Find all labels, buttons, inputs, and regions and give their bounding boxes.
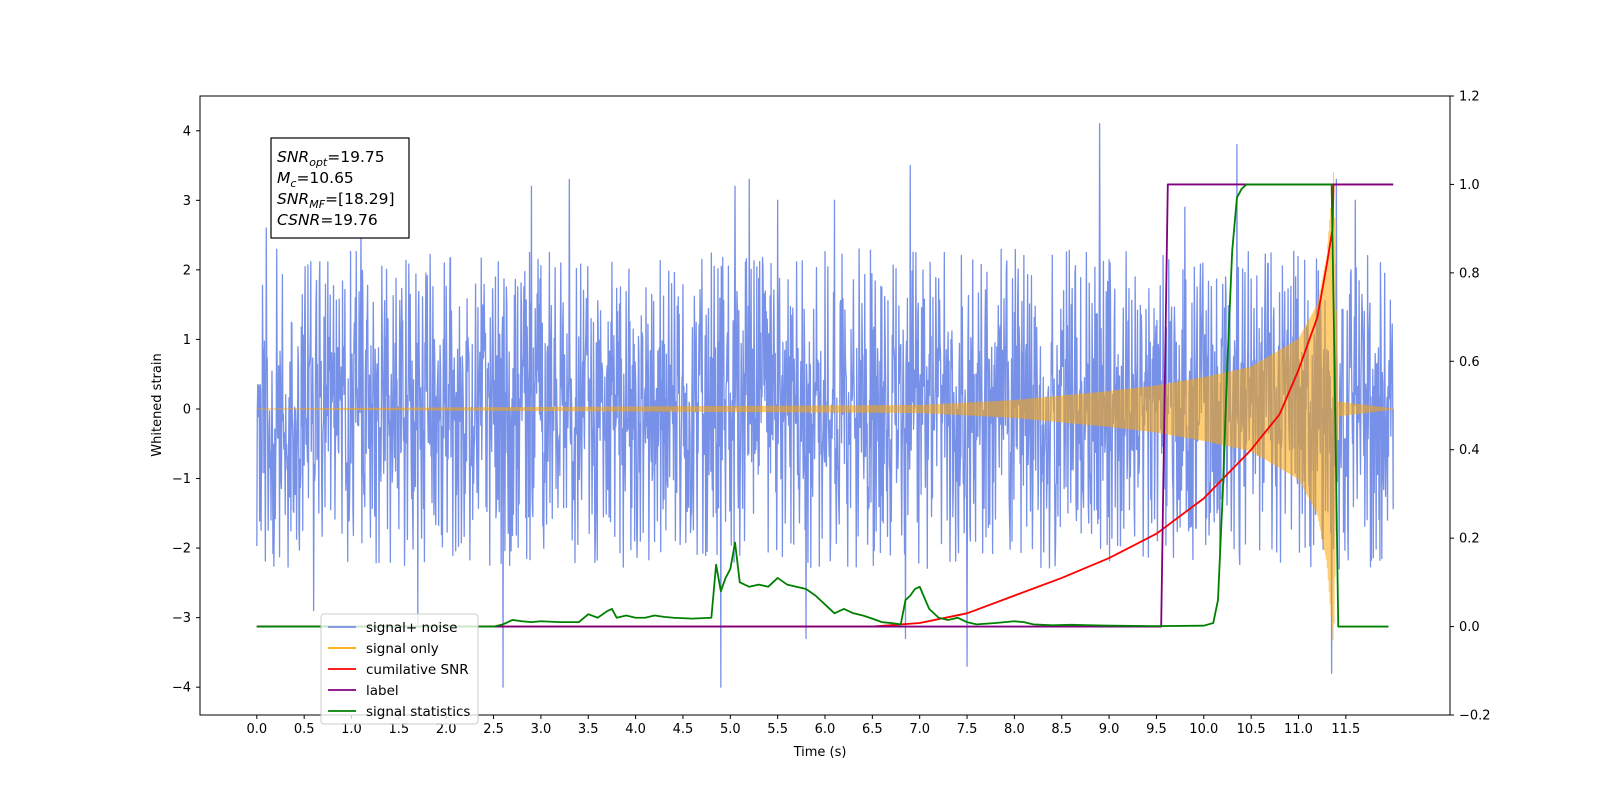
x-tick-label: 8.0 — [1004, 722, 1025, 737]
x-tick-label: 11.5 — [1331, 722, 1360, 737]
x-tick-label: 0.5 — [294, 722, 315, 737]
series-layer — [256, 123, 1394, 688]
x-tick-label: 1.0 — [341, 722, 362, 737]
y-right-tick-label: 0.6 — [1459, 355, 1480, 370]
x-tick-label: 1.5 — [389, 722, 410, 737]
x-tick-label: 3.0 — [531, 722, 552, 737]
annotation-line: Mc=10.65 — [277, 169, 354, 190]
x-tick-label: 9.0 — [1099, 722, 1120, 737]
x-tick-label: 10.5 — [1237, 722, 1266, 737]
y-tick-label: 4 — [183, 124, 191, 139]
x-tick-label: 7.5 — [957, 722, 978, 737]
y-right-tick-label: −0.2 — [1459, 709, 1491, 724]
x-tick-label: 8.5 — [1051, 722, 1072, 737]
legend-label: label — [366, 683, 399, 699]
y-tick-label: 3 — [183, 194, 191, 209]
legend-label: signal+ noise — [366, 620, 457, 636]
y-tick-label: 1 — [183, 333, 191, 348]
y-right-tick-label: 1.0 — [1459, 178, 1480, 193]
series-line-cumilative-snr — [256, 183, 1394, 628]
annotation-line: SNRMF=[18.29] — [277, 190, 395, 211]
x-tick-label: 5.0 — [720, 722, 741, 737]
y-axis-right: −0.2 0.0 0.2 0.4 0.6 0.8 1.0 1.2 — [1450, 90, 1491, 724]
y-right-tick-label: 0.0 — [1459, 620, 1480, 635]
x-tick-label: 5.5 — [767, 722, 788, 737]
x-tick-label: 2.0 — [436, 722, 457, 737]
y-right-tick-label: 0.4 — [1459, 443, 1480, 458]
x-tick-label: 0.0 — [246, 722, 267, 737]
x-tick-label: 11.0 — [1284, 722, 1313, 737]
y-right-tick-label: 0.8 — [1459, 266, 1480, 281]
y-tick-label: −1 — [172, 472, 191, 487]
legend-frame — [320, 613, 479, 725]
x-axis: 0.0 0.5 1.0 1.5 2.0 2.5 3.0 3.5 4.0 4.5 5.0 5.5 6.0 6… — [246, 715, 1360, 737]
x-tick-label: 6.0 — [815, 722, 836, 737]
y-tick-label: −3 — [172, 611, 191, 626]
y-right-tick-label: 0.2 — [1459, 532, 1480, 547]
annotation-line: SNRopt=19.75 — [277, 148, 385, 169]
y-axis-left: −4 −3 −2 −1 0 1 2 3 4 — [172, 124, 200, 696]
y-tick-label: 2 — [183, 263, 191, 278]
y-tick-label: −2 — [172, 542, 191, 557]
x-axis-label: Time (s) — [793, 745, 847, 760]
annotation-line: CSNR=19.76 — [277, 211, 378, 229]
y-tick-label: −4 — [172, 681, 191, 696]
y-axis-label: Whitened strain — [150, 353, 165, 456]
y-tick-label: 0 — [183, 402, 191, 417]
legend-label: signal only — [366, 641, 439, 657]
x-tick-label: 2.5 — [483, 722, 504, 737]
y-right-tick-label: 1.2 — [1459, 90, 1480, 105]
legend-label: cumilative SNR — [366, 662, 469, 678]
x-tick-label: 7.0 — [909, 722, 930, 737]
annotation-frame — [270, 137, 410, 239]
series-line-signal-statistics — [256, 183, 1389, 628]
annotation-box: SNRopt=19.75Mc=10.65SNRMF=[18.29]CSNR=19… — [270, 137, 410, 239]
legend-label: signal statistics — [366, 704, 470, 720]
x-tick-label: 6.5 — [862, 722, 883, 737]
x-tick-label: 3.5 — [578, 722, 599, 737]
x-tick-label: 9.5 — [1146, 722, 1167, 737]
x-tick-label: 4.0 — [625, 722, 646, 737]
x-tick-label: 10.0 — [1189, 722, 1218, 737]
x-tick-label: 4.5 — [673, 722, 694, 737]
series-line-signal-only — [256, 171, 1394, 641]
legend: signal+ noise signal only cumilative SNR la… — [320, 613, 479, 725]
